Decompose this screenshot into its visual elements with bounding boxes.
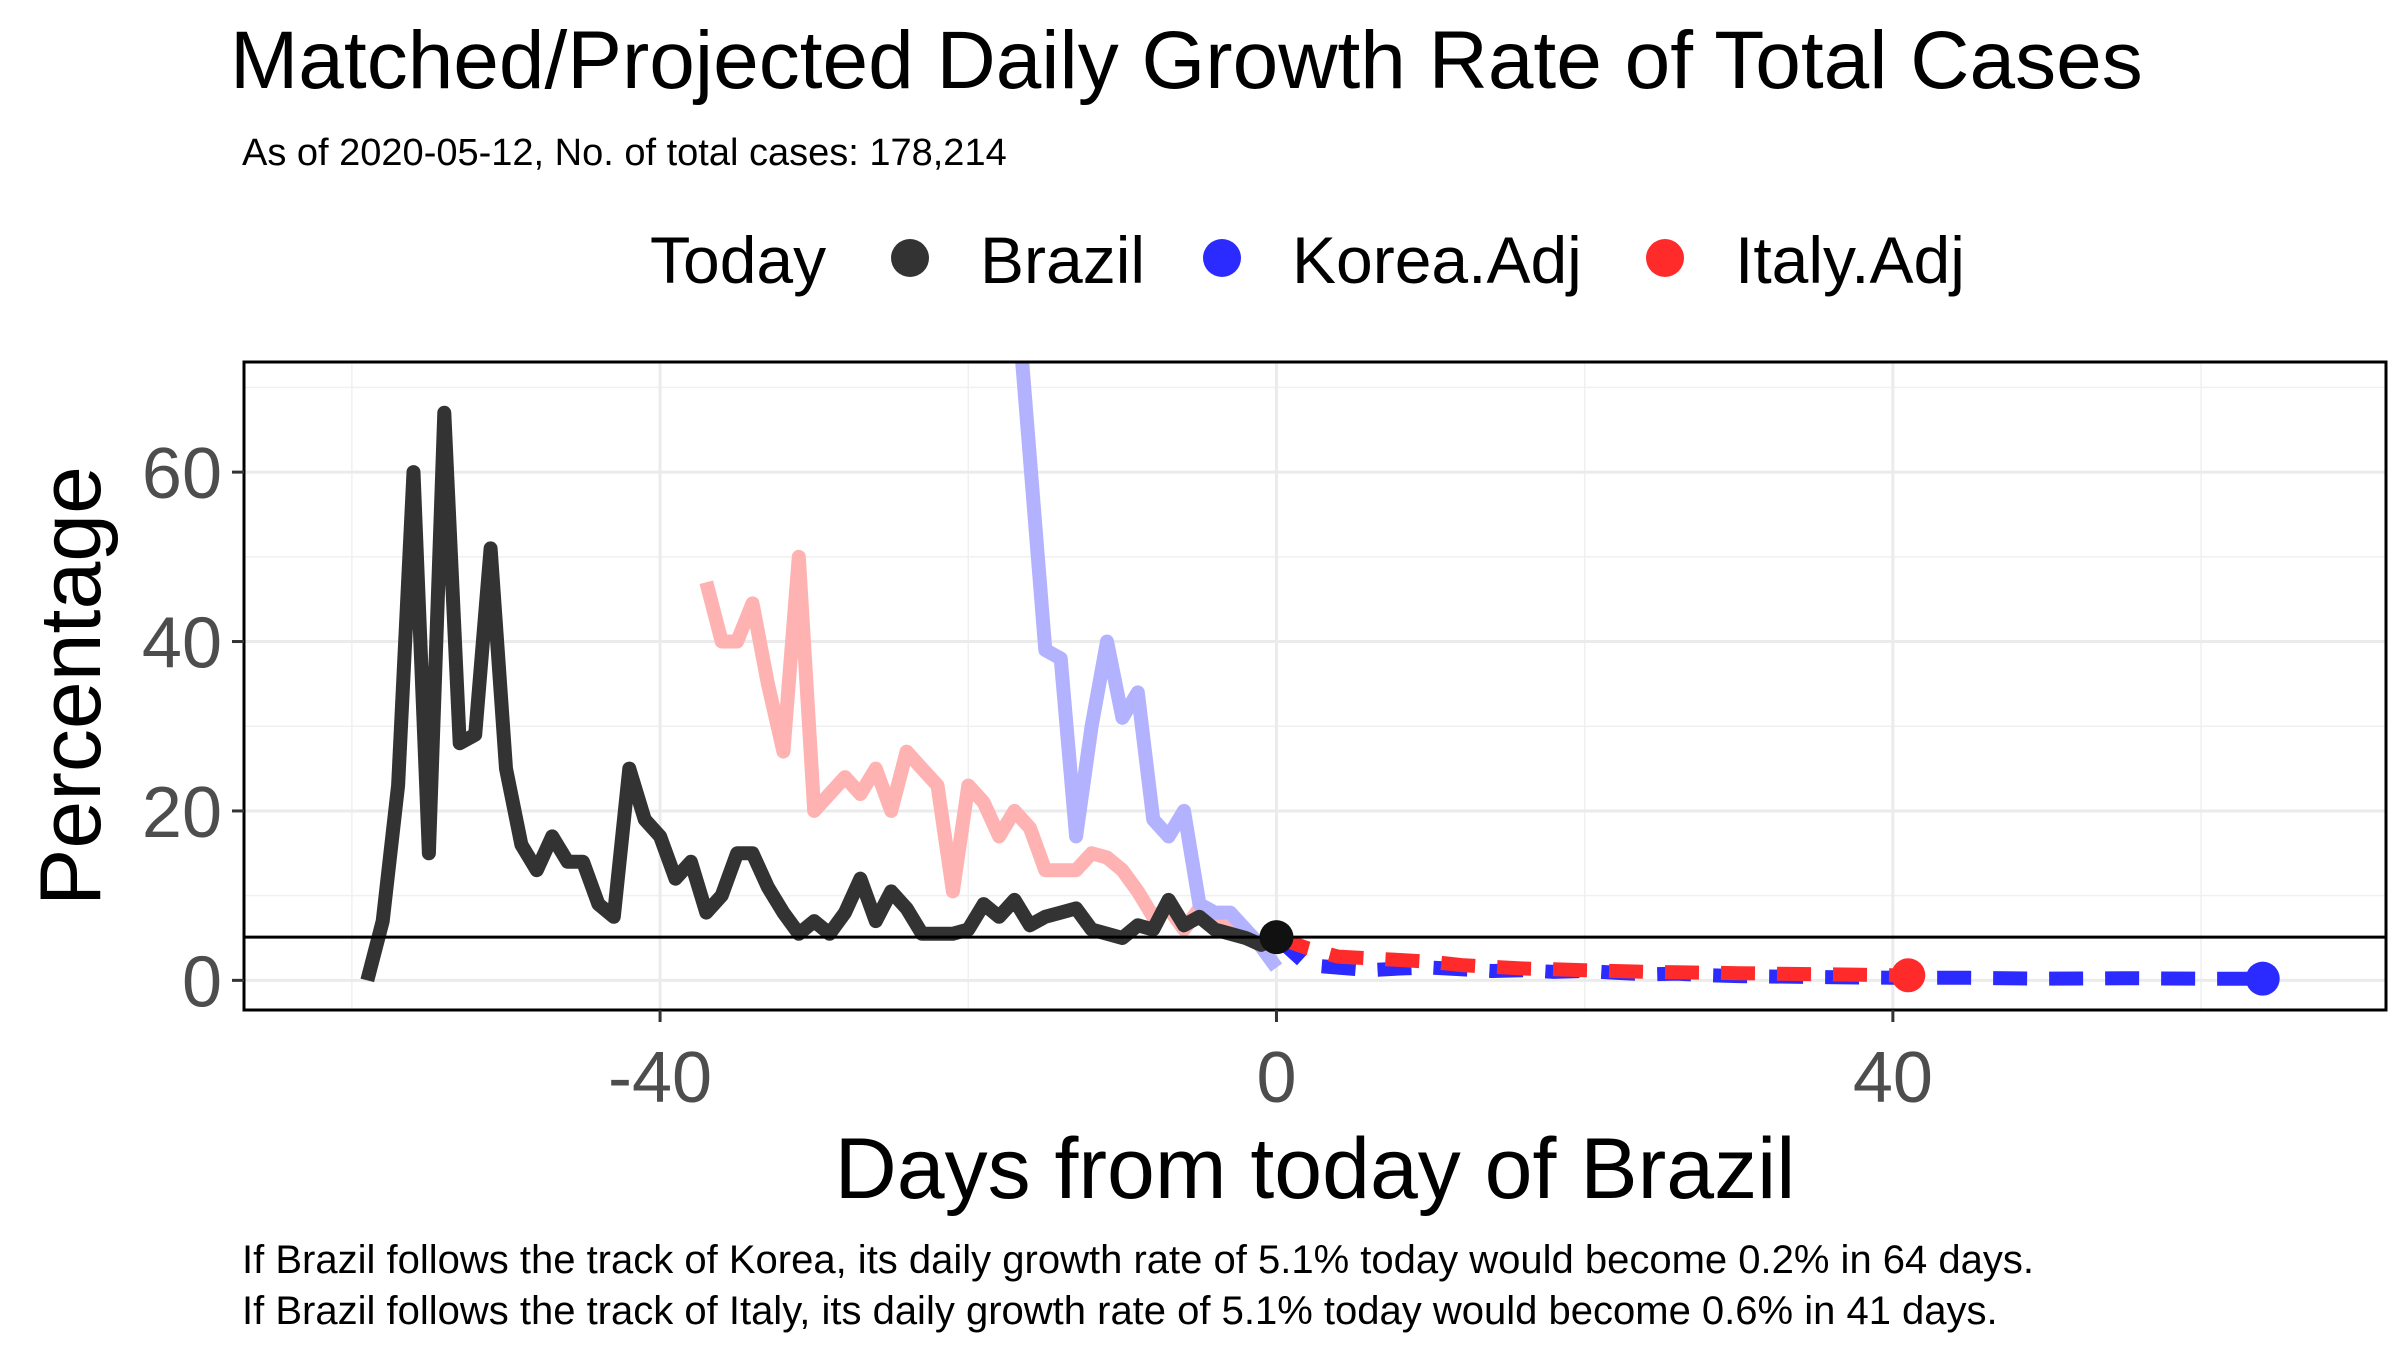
- x-tick-label: -40: [608, 1038, 712, 1118]
- plot-background: [244, 362, 2386, 1010]
- legend-label-brazil: Brazil: [980, 223, 1145, 297]
- axis-ticks: -40 0 40 0 20 40 60: [142, 434, 1933, 1118]
- note-korea: If Brazil follows the track of Korea, it…: [242, 1238, 2034, 1282]
- note-italy: If Brazil follows the track of Italy, it…: [242, 1289, 1998, 1333]
- y-tick-label: 40: [142, 604, 222, 684]
- legend: Today Brazil Korea.Adj Italy.Adj: [650, 223, 1965, 297]
- legend-key-korea-adj: [1203, 239, 1241, 277]
- end-point-0: [1891, 958, 1926, 993]
- x-tick-label: 40: [1853, 1038, 1933, 1118]
- x-axis-label: Days from today of Brazil: [835, 1121, 1796, 1217]
- y-tick-label: 60: [142, 434, 222, 514]
- end-points: [1259, 920, 2280, 996]
- legend-key-italy-adj: [1646, 239, 1684, 277]
- legend-label-korea-adj: Korea.Adj: [1292, 223, 1582, 297]
- y-tick-label: 0: [182, 942, 222, 1022]
- today-point: [1259, 920, 1294, 955]
- end-point-1: [2245, 961, 2280, 996]
- x-tick-label: 0: [1256, 1038, 1296, 1118]
- y-tick-label: 20: [142, 773, 222, 853]
- y-axis-label: Percentage: [23, 466, 119, 906]
- plot-border: [242, 360, 2388, 1012]
- grid: [244, 362, 2386, 1010]
- legend-title: Today: [650, 223, 826, 297]
- series-line-2: [1015, 361, 1283, 972]
- chart-title: Matched/Projected Daily Growth Rate of T…: [230, 15, 2143, 106]
- chart-subtitle: As of 2020-05-12, No. of total cases: 17…: [242, 132, 1007, 174]
- legend-label-italy-adj: Italy.Adj: [1735, 223, 1965, 297]
- legend-key-brazil: [891, 239, 929, 277]
